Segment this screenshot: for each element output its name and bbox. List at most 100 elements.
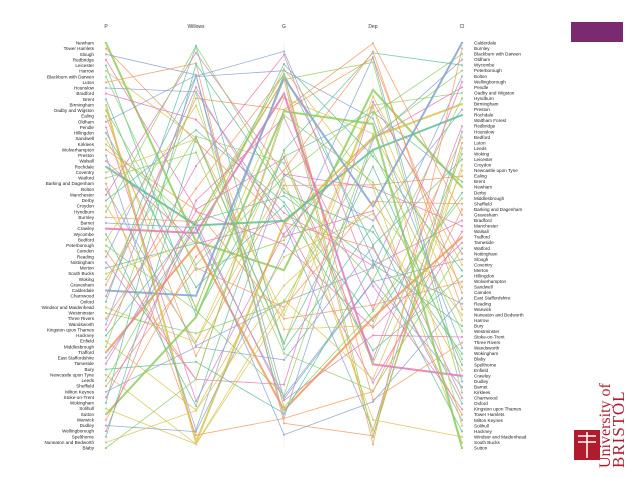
left-tick-label: Windsor and Maidenhead xyxy=(42,305,95,310)
right-tick-label: Ealing xyxy=(474,174,487,179)
left-tick-label: Leeds xyxy=(81,378,94,383)
right-tick-label: Watford xyxy=(474,246,490,251)
brand-color-box xyxy=(571,22,623,42)
axis-title: P xyxy=(104,24,108,30)
right-tick-label: Walsall xyxy=(474,229,489,234)
left-tick-label: Slough xyxy=(80,52,95,57)
left-tick-label: Nuneaton and Bedworth xyxy=(44,440,94,445)
right-tick-label: Hackney xyxy=(474,429,493,434)
left-tick-label: Wolverhampton xyxy=(62,147,95,152)
right-tick-label: Sandwell xyxy=(474,285,493,290)
left-tick-label: Milton Keynes xyxy=(65,389,95,394)
axis-title: Dep xyxy=(368,24,377,30)
left-tick-label: Barnet xyxy=(80,221,94,226)
right-tick-label: Burnley xyxy=(474,46,490,51)
left-tick-label: East Staffordshire xyxy=(58,356,95,361)
crest-icon xyxy=(574,430,600,460)
left-tick-label: Calderdale xyxy=(72,288,95,293)
right-tick-label: Woking xyxy=(474,151,490,156)
right-tick-label: Gravesham xyxy=(474,212,498,217)
right-tick-label: Brent xyxy=(474,179,486,184)
left-tick-label: Luton xyxy=(83,80,95,85)
right-tick-label: Derby xyxy=(474,190,487,195)
right-tick-label: Dudley xyxy=(474,379,489,384)
right-tick-label: Calderdale xyxy=(474,41,497,46)
left-tick-label: Trafford xyxy=(78,350,94,355)
right-tick-label: Redbridge xyxy=(474,124,496,129)
logo-text-bristol: BRISTOL xyxy=(609,390,626,468)
left-tick-label: Kirklees xyxy=(78,142,95,147)
right-tick-label: Tameside xyxy=(474,240,494,245)
left-tick-label: Croydon xyxy=(77,204,95,209)
left-tick-label: Wokingham xyxy=(70,401,94,406)
right-tick-label: Wandsworth xyxy=(474,346,500,351)
axis-title: G xyxy=(282,24,286,30)
left-tick-label: Rochdale xyxy=(75,164,95,169)
axis-titles: P Willows G Dep Cl xyxy=(104,24,464,30)
right-tick-label: Newham xyxy=(474,185,492,190)
right-tick-label: Birmingham xyxy=(474,102,499,107)
left-tick-label: Tameside xyxy=(74,361,94,366)
right-tick-label: Sheffield xyxy=(474,201,492,206)
left-tick-label: Birmingham xyxy=(69,102,94,107)
right-tick-label: Middlesbrough xyxy=(474,196,505,201)
axis-title: Willows xyxy=(188,24,205,30)
right-tick-label: Leicester xyxy=(474,157,493,162)
right-tick-label: Waltham Forest xyxy=(474,118,507,123)
left-tick-label: Pendle xyxy=(80,125,95,130)
right-tick-label: Leeds xyxy=(474,146,487,151)
left-tick-label: Solihull xyxy=(79,406,94,411)
right-tick-label: Blackburn with Darwen xyxy=(474,52,521,57)
university-logo: University of BRISTOL xyxy=(574,382,626,468)
right-tick-label: Sutton xyxy=(474,446,488,451)
left-tick-label: Burnley xyxy=(78,215,94,220)
left-tick-label: Barking and Dagenham xyxy=(46,181,94,186)
left-tick-label: Woking xyxy=(79,277,95,282)
left-tick-label: Nottingham xyxy=(71,260,95,265)
right-tick-label: Barnet xyxy=(474,384,488,389)
right-tick-label: Wellingborough xyxy=(474,79,506,84)
left-tick-label: Charnwood xyxy=(71,294,95,299)
left-tick-label: Kingston upon Thames xyxy=(47,327,95,332)
right-tick-label: Newcastle upon Tyne xyxy=(474,168,518,173)
right-tick-label: Reading xyxy=(474,301,492,306)
left-tick-label: Preston xyxy=(78,153,94,158)
right-tick-label: Bury xyxy=(474,323,484,328)
left-tick-label: Hackney xyxy=(76,333,95,338)
right-tick-label: Barking and Dagenham xyxy=(474,207,522,212)
left-tick-label: Bolton xyxy=(81,187,94,192)
right-tick-label: Milton Keynes xyxy=(474,418,504,423)
right-tick-label: Three Rivers xyxy=(474,340,501,345)
right-tick-label: Coventry xyxy=(474,262,493,267)
left-tick-label: Middlesbrough xyxy=(64,344,95,349)
right-tick-label: Nuneaton and Bedworth xyxy=(474,312,524,317)
left-tick-label: Dudley xyxy=(80,423,95,428)
right-tick-label: Luton xyxy=(474,140,486,145)
right-tick-label: Oadby and Wigston xyxy=(474,90,515,95)
right-tick-label: Enfield xyxy=(474,368,488,373)
left-tick-label: Bradford xyxy=(76,91,94,96)
right-tick-label: Preston xyxy=(474,107,490,112)
left-tick-label: Redbridge xyxy=(73,57,95,62)
right-tick-label: Hillingdon xyxy=(474,274,495,279)
right-tick-label: Kirklees xyxy=(474,390,491,395)
left-tick-label: Brent xyxy=(83,97,95,102)
left-tick-label: Camden xyxy=(77,249,95,254)
axes xyxy=(105,43,463,448)
right-tick-label: Stoke-on-Trent xyxy=(474,335,505,340)
left-tick-label: Crawley xyxy=(77,226,94,231)
right-tick-label: Blaby xyxy=(474,357,486,362)
right-tick-label: Wycombe xyxy=(474,63,495,68)
right-tick-label: Manchester xyxy=(474,224,498,229)
right-tick-label: Hyndburn xyxy=(474,96,494,101)
left-tick-label: Spelthorne xyxy=(72,434,95,439)
right-tick-label: Wokingham xyxy=(474,351,498,356)
right-tick-label: Harrow xyxy=(474,318,489,323)
right-tick-label: Charnwood xyxy=(474,396,498,401)
right-tick-label: Bradford xyxy=(474,218,492,223)
left-tick-label: Gravesham xyxy=(70,282,94,287)
right-tick-label: Peterborough xyxy=(474,68,502,73)
left-tick-label: Peterborough xyxy=(66,243,94,248)
left-tick-label: Oadby and Wigston xyxy=(54,108,95,113)
left-tick-label: Watford xyxy=(78,176,94,181)
